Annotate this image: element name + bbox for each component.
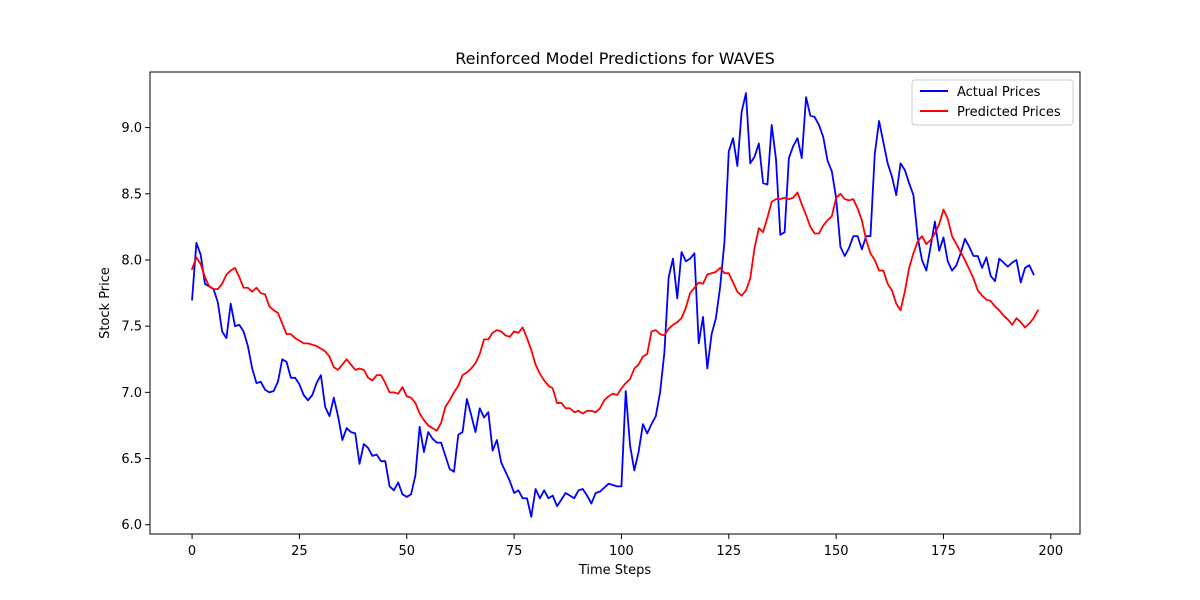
y-tick-label: 7.0: [121, 386, 142, 401]
legend-label-predicted: Predicted Prices: [957, 105, 1061, 120]
y-tick-label: 9.0: [121, 121, 142, 136]
chart-title: Reinforced Model Predictions for WAVES: [455, 49, 775, 68]
x-tick-label: 50: [398, 544, 415, 559]
series-line-predicted: [191, 191, 1039, 432]
x-tick-label: 125: [716, 544, 741, 559]
series-line-actual: [191, 92, 1035, 518]
x-tick-label: 200: [1038, 544, 1063, 559]
x-tick-label: 0: [188, 544, 196, 559]
x-tick-label: 75: [506, 544, 523, 559]
y-tick-label: 6.5: [121, 452, 142, 467]
y-axis: 6.0 6.5 7.0 7.5 8.0 8.5 9.0: [121, 121, 150, 533]
x-axis-label: Time Steps: [578, 563, 652, 578]
plot-area: [149, 71, 1081, 535]
x-tick-label: 150: [824, 544, 849, 559]
legend-label-actual: Actual Prices: [957, 85, 1041, 100]
y-axis-label: Stock Price: [98, 267, 113, 339]
plot-frame: [149, 71, 1081, 535]
x-axis: 0 25 50 75 100 125 150 175 200: [188, 534, 1063, 559]
legend: Actual Prices Predicted Prices: [911, 79, 1074, 126]
legend-box: [911, 79, 1074, 126]
x-tick-label: 25: [291, 544, 308, 559]
x-tick-label: 175: [931, 544, 956, 559]
y-tick-label: 8.5: [121, 187, 142, 202]
y-tick-label: 6.0: [121, 518, 142, 533]
x-tick-label: 100: [609, 544, 634, 559]
series-layer: [191, 92, 1039, 518]
y-tick-label: 7.5: [121, 320, 142, 335]
y-tick-label: 8.0: [121, 253, 142, 268]
